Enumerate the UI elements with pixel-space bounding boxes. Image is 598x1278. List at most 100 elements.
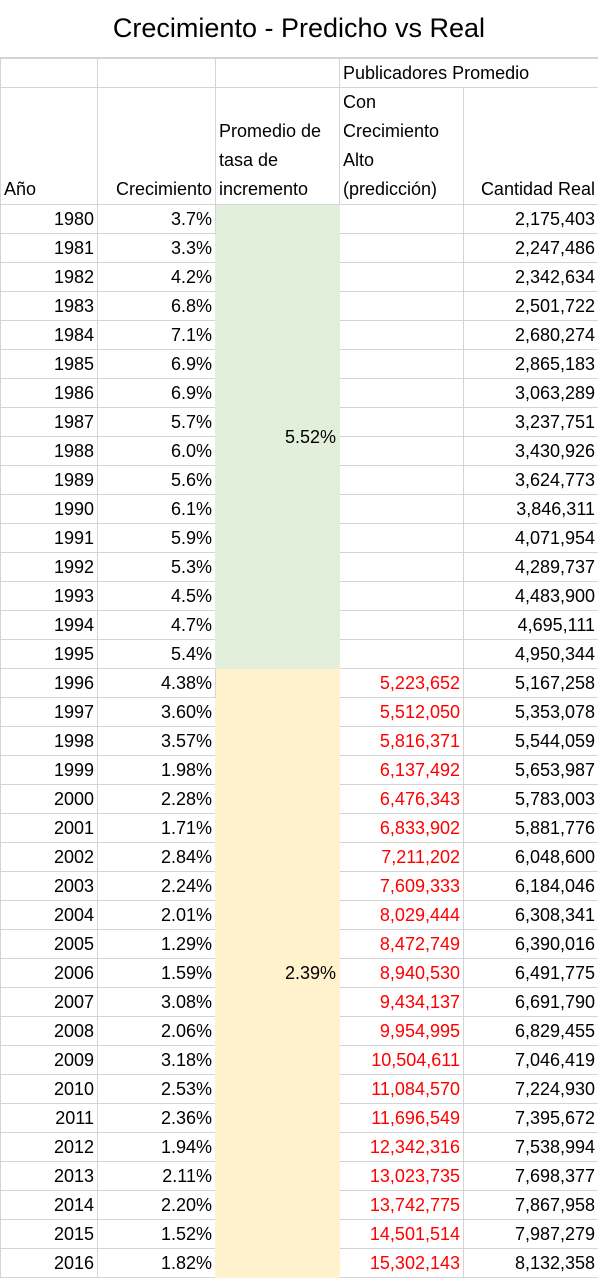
real-count-cell[interactable]: 5,783,003 [464, 785, 598, 814]
prediction-cell[interactable] [340, 466, 464, 495]
year-cell[interactable]: 1991 [1, 524, 98, 553]
growth-cell[interactable]: 5.3% [98, 553, 216, 582]
prediction-cell[interactable]: 6,833,902 [340, 814, 464, 843]
growth-cell[interactable]: 3.08% [98, 988, 216, 1017]
growth-cell[interactable]: 6.9% [98, 350, 216, 379]
year-cell[interactable]: 1989 [1, 466, 98, 495]
growth-cell[interactable]: 2.36% [98, 1104, 216, 1133]
prediction-cell[interactable]: 9,434,137 [340, 988, 464, 1017]
real-count-cell[interactable]: 6,691,790 [464, 988, 598, 1017]
growth-cell[interactable]: 5.6% [98, 466, 216, 495]
real-count-cell[interactable]: 7,698,377 [464, 1162, 598, 1191]
growth-cell[interactable]: 4.38% [98, 669, 216, 698]
real-count-cell[interactable]: 2,175,403 [464, 205, 598, 234]
real-count-cell[interactable]: 8,132,358 [464, 1249, 598, 1278]
prediction-cell[interactable] [340, 321, 464, 350]
prediction-cell[interactable] [340, 524, 464, 553]
growth-cell[interactable]: 6.1% [98, 495, 216, 524]
prediction-cell[interactable] [340, 234, 464, 263]
year-cell[interactable]: 2010 [1, 1075, 98, 1104]
year-cell[interactable]: 2008 [1, 1017, 98, 1046]
growth-cell[interactable]: 2.24% [98, 872, 216, 901]
header-year[interactable]: Año [1, 88, 98, 205]
empty-cell[interactable] [1, 59, 98, 88]
real-count-cell[interactable]: 6,829,455 [464, 1017, 598, 1046]
year-cell[interactable]: 2011 [1, 1104, 98, 1133]
year-cell[interactable]: 1996 [1, 669, 98, 698]
growth-cell[interactable]: 1.29% [98, 930, 216, 959]
real-count-cell[interactable]: 7,395,672 [464, 1104, 598, 1133]
year-cell[interactable]: 1999 [1, 756, 98, 785]
year-cell[interactable]: 1992 [1, 553, 98, 582]
prediction-cell[interactable]: 6,476,343 [340, 785, 464, 814]
growth-cell[interactable]: 2.20% [98, 1191, 216, 1220]
growth-cell[interactable]: 4.5% [98, 582, 216, 611]
prediction-cell[interactable]: 13,023,735 [340, 1162, 464, 1191]
year-cell[interactable]: 1980 [1, 205, 98, 234]
real-count-cell[interactable]: 3,237,751 [464, 408, 598, 437]
real-count-cell[interactable]: 7,046,419 [464, 1046, 598, 1075]
average-rate-cell-1980-1995[interactable]: 5.52% [216, 205, 340, 669]
real-count-cell[interactable]: 2,680,274 [464, 321, 598, 350]
year-cell[interactable]: 2001 [1, 814, 98, 843]
empty-cell[interactable] [216, 59, 340, 88]
prediction-cell[interactable]: 11,696,549 [340, 1104, 464, 1133]
real-count-cell[interactable]: 3,430,926 [464, 437, 598, 466]
year-cell[interactable]: 1995 [1, 640, 98, 669]
prediction-cell[interactable]: 14,501,514 [340, 1220, 464, 1249]
growth-cell[interactable]: 3.7% [98, 205, 216, 234]
year-cell[interactable]: 1988 [1, 437, 98, 466]
growth-cell[interactable]: 6.9% [98, 379, 216, 408]
real-count-cell[interactable]: 4,483,900 [464, 582, 598, 611]
year-cell[interactable]: 1984 [1, 321, 98, 350]
real-count-cell[interactable]: 6,390,016 [464, 930, 598, 959]
prediction-cell[interactable] [340, 582, 464, 611]
empty-cell[interactable] [98, 59, 216, 88]
real-count-cell[interactable]: 5,881,776 [464, 814, 598, 843]
prediction-cell[interactable]: 13,742,775 [340, 1191, 464, 1220]
year-cell[interactable]: 2016 [1, 1249, 98, 1278]
year-cell[interactable]: 2004 [1, 901, 98, 930]
real-count-cell[interactable]: 3,846,311 [464, 495, 598, 524]
header-real-count[interactable]: Cantidad Real [464, 88, 598, 205]
year-cell[interactable]: 2009 [1, 1046, 98, 1075]
header-growth[interactable]: Crecimiento [98, 88, 216, 205]
real-count-cell[interactable]: 6,184,046 [464, 872, 598, 901]
real-count-cell[interactable]: 5,544,059 [464, 727, 598, 756]
year-cell[interactable]: 1994 [1, 611, 98, 640]
growth-cell[interactable]: 2.84% [98, 843, 216, 872]
prediction-cell[interactable]: 5,816,371 [340, 727, 464, 756]
real-count-cell[interactable]: 7,538,994 [464, 1133, 598, 1162]
header-average-rate[interactable]: Promedio de tasa de incremento [216, 88, 340, 205]
year-cell[interactable]: 1987 [1, 408, 98, 437]
real-count-cell[interactable]: 4,950,344 [464, 640, 598, 669]
growth-cell[interactable]: 2.28% [98, 785, 216, 814]
prediction-cell[interactable]: 10,504,611 [340, 1046, 464, 1075]
prediction-cell[interactable]: 11,084,570 [340, 1075, 464, 1104]
year-cell[interactable]: 2002 [1, 843, 98, 872]
growth-cell[interactable]: 2.06% [98, 1017, 216, 1046]
growth-cell[interactable]: 6.0% [98, 437, 216, 466]
prediction-cell[interactable] [340, 640, 464, 669]
real-count-cell[interactable]: 6,048,600 [464, 843, 598, 872]
year-cell[interactable]: 2015 [1, 1220, 98, 1249]
year-cell[interactable]: 1986 [1, 379, 98, 408]
real-count-cell[interactable]: 6,308,341 [464, 901, 598, 930]
growth-cell[interactable]: 2.53% [98, 1075, 216, 1104]
growth-cell[interactable]: 7.1% [98, 321, 216, 350]
real-count-cell[interactable]: 5,653,987 [464, 756, 598, 785]
prediction-cell[interactable]: 12,342,316 [340, 1133, 464, 1162]
year-cell[interactable]: 1990 [1, 495, 98, 524]
prediction-cell[interactable] [340, 292, 464, 321]
year-cell[interactable]: 1982 [1, 263, 98, 292]
year-cell[interactable]: 2000 [1, 785, 98, 814]
prediction-cell[interactable]: 9,954,995 [340, 1017, 464, 1046]
prediction-cell[interactable]: 8,029,444 [340, 901, 464, 930]
prediction-cell[interactable] [340, 379, 464, 408]
real-count-cell[interactable]: 2,342,634 [464, 263, 598, 292]
growth-cell[interactable]: 1.94% [98, 1133, 216, 1162]
growth-cell[interactable]: 6.8% [98, 292, 216, 321]
real-count-cell[interactable]: 4,289,737 [464, 553, 598, 582]
real-count-cell[interactable]: 4,071,954 [464, 524, 598, 553]
header-prediction[interactable]: Con Crecimiento Alto (predicción) [340, 88, 464, 205]
